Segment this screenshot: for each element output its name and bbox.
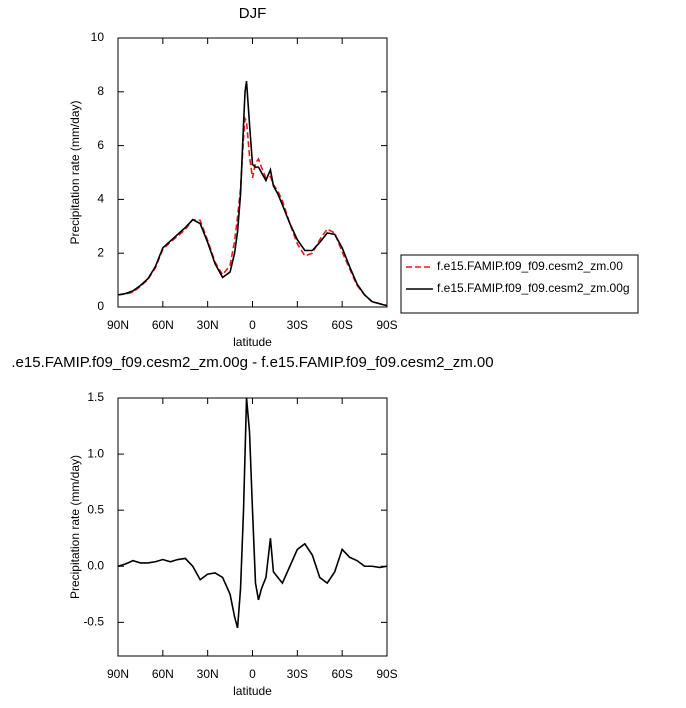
x-tick-label: 30S — [287, 318, 308, 332]
y-tick-label: 0.0 — [87, 558, 104, 572]
x-tick-label: 90S — [376, 318, 397, 332]
y-tick-label: 6 — [97, 138, 104, 152]
data-line — [117, 115, 388, 307]
y-tick-label: 8 — [97, 84, 104, 98]
x-tick-label: 30N — [197, 667, 219, 681]
x-tick-label: 60S — [331, 318, 352, 332]
x-tick-label: 90N — [107, 318, 129, 332]
y-tick-label: 0.5 — [87, 502, 104, 516]
x-tick-label: 0 — [249, 318, 256, 332]
x-tick-label: 90N — [107, 667, 129, 681]
legend-label: f.e15.FAMIP.f09_f09.cesm2_zm.00g — [437, 281, 630, 295]
chart-title: DJF — [239, 5, 267, 22]
x-tick-label: 30S — [287, 667, 308, 681]
x-tick-label: 30N — [197, 318, 219, 332]
y-tick-label: 1.5 — [87, 390, 104, 404]
y-tick-label: 10 — [91, 30, 105, 44]
y-tick-label: 1.0 — [87, 446, 104, 460]
x-tick-label: 90S — [376, 667, 397, 681]
x-axis-label: latitude — [233, 335, 272, 349]
x-tick-label: 60N — [152, 318, 174, 332]
x-tick-label: 60N — [152, 667, 174, 681]
chart-title: .e15.FAMIP.f09_f09.cesm2_zm.00g - f.e15.… — [11, 354, 493, 371]
x-tick-label: 60S — [331, 667, 352, 681]
y-tick-label: 2 — [97, 245, 104, 259]
y-tick-label: 4 — [97, 192, 104, 206]
y-tick-label: 0 — [97, 299, 104, 313]
x-axis-label: latitude — [233, 684, 272, 698]
data-line — [117, 397, 388, 629]
legend-box — [400, 254, 639, 314]
x-tick-label: 0 — [249, 667, 256, 681]
data-line — [117, 80, 388, 307]
y-tick-label: -0.5 — [83, 615, 104, 629]
y-axis-label: Precipitation rate (mm/day) — [68, 100, 82, 244]
y-axis-label: Precipitation rate (mm/day) — [68, 455, 82, 599]
legend-label: f.e15.FAMIP.f09_f09.cesm2_zm.00 — [437, 259, 623, 273]
